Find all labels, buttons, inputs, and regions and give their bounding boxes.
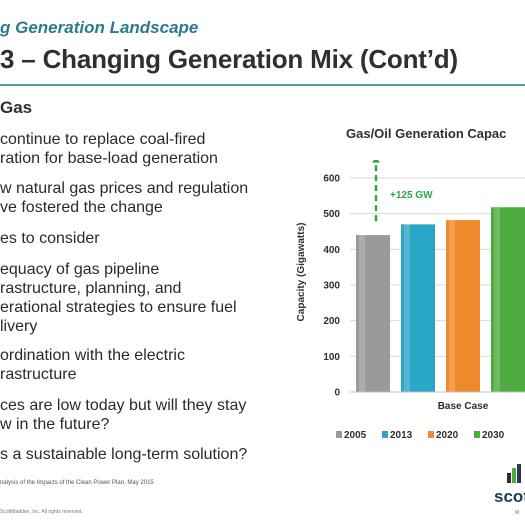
- bullet-line: ve fostered the change: [0, 199, 163, 216]
- legend-label-2005: 2005: [344, 430, 367, 441]
- source-note: nalysis of the Impacts of the Clean Powe…: [0, 480, 154, 486]
- bar-highlight: [449, 220, 455, 392]
- legend-label-2020: 2020: [436, 430, 459, 441]
- y-tick-label: 400: [323, 245, 340, 256]
- copyright-note: ScottMadden, Inc. All rights reserved.: [0, 509, 83, 515]
- bar-2020: [446, 220, 480, 392]
- bullet-line: es to consider: [0, 230, 100, 247]
- bar-highlight: [494, 207, 500, 392]
- logo-icon: [507, 464, 521, 483]
- bars: [356, 207, 525, 392]
- y-tick-label: 100: [323, 352, 340, 363]
- legend-swatch-2013: [382, 431, 388, 438]
- y-tick-label: 600: [323, 174, 340, 185]
- capacity-bar-chart: 0 100 200 300 400 500 600 Capacity (Gigawatts)…: [296, 160, 525, 441]
- bullet-line: s a sustainable long-term solution?: [0, 446, 248, 463]
- bullet-line: ordination with the electric: [0, 347, 185, 364]
- bullet-line: rastructure, planning, and: [0, 280, 182, 297]
- legend-label-2030: 2030: [482, 430, 505, 441]
- annotation-arrow-head: [372, 160, 380, 163]
- annotation-label: +125 GW: [390, 190, 433, 201]
- y-tick-label: 200: [323, 316, 340, 327]
- logo-wordmark: scot: [494, 487, 525, 506]
- bar-highlight: [359, 235, 365, 392]
- bullet-line: w in the future?: [0, 416, 110, 433]
- bullet-line: equacy of gas pipeline: [0, 261, 160, 278]
- bullet-line: ration for base-load generation: [0, 150, 218, 167]
- y-axis-ticks: 0 100 200 300 400 500 600: [323, 174, 340, 399]
- legend-label-2013: 2013: [390, 430, 413, 441]
- bar-2013: [401, 224, 435, 392]
- logo-subtext: M: [515, 510, 520, 516]
- legend-swatch-2030: [474, 431, 480, 438]
- bar-highlight: [404, 224, 410, 392]
- y-axis-label: Capacity (Gigawatts): [296, 223, 307, 322]
- chart-legend: 2005 2013 2020 2030: [336, 430, 505, 441]
- slide-title: 3 – Changing Generation Mix (Cont’d): [0, 44, 458, 74]
- y-tick-label: 300: [323, 281, 340, 292]
- y-tick-label: 500: [323, 209, 340, 220]
- legend-swatch-2020: [428, 431, 434, 438]
- slide-subtitle: g Generation Landscape: [0, 18, 199, 37]
- legend-swatch-2005: [336, 431, 342, 438]
- y-tick-label: 0: [334, 388, 340, 399]
- bullet-line: w natural gas prices and regulation: [0, 180, 249, 197]
- chart-title: Gas/Oil Generation Capac: [346, 126, 507, 141]
- bullet-line: rastructure: [0, 366, 77, 383]
- bullet-line: erational strategies to ensure fuel: [0, 299, 237, 316]
- bar-2005: [356, 235, 390, 392]
- bullet-line: ces are low today but will they stay: [0, 397, 247, 414]
- section-heading: Gas: [0, 98, 33, 117]
- title-divider: [0, 84, 525, 86]
- bullet-line: livery: [0, 318, 38, 335]
- bar-2030: [491, 207, 525, 392]
- bullet-line: continue to replace coal-fired: [0, 131, 206, 148]
- x-axis-label: Base Case: [438, 401, 489, 412]
